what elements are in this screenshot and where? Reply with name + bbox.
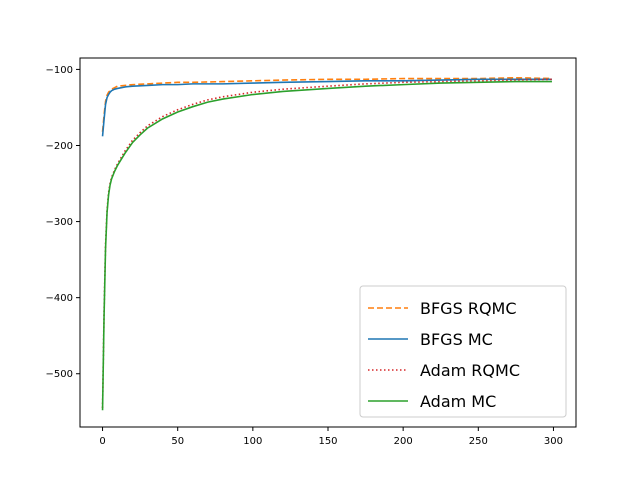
y-tick-label: −500: [46, 369, 73, 380]
legend-box: [359, 285, 567, 418]
series-line-0: [101, 76, 552, 132]
y-tick-label: −300: [46, 217, 73, 228]
series-layer: [101, 76, 552, 411]
y-tick-label: −100: [46, 65, 73, 76]
y-tick-label: −200: [46, 141, 73, 152]
legend-label: Adam MC: [420, 392, 496, 411]
series-line-2: [101, 78, 552, 408]
x-tick-label: 50: [171, 436, 184, 447]
legend-label: BFGS MC: [420, 330, 493, 349]
x-tick-label: 250: [469, 436, 488, 447]
x-tick-label: 0: [99, 436, 105, 447]
x-tick-label: 200: [394, 436, 413, 447]
x-tick-label: 300: [544, 436, 563, 447]
legend-label: BFGS RQMC: [420, 299, 517, 318]
x-axis: 0 50 100 150 200 250 300: [99, 427, 563, 447]
legend: BFGS RQMC BFGS MC Adam RQMC Adam MC: [359, 285, 567, 418]
y-axis: −500 −400 −300 −200 −100: [46, 65, 80, 380]
y-tick-label: −400: [46, 293, 73, 304]
x-tick-label: 100: [243, 436, 262, 447]
series-line-1: [101, 78, 552, 137]
legend-label: Adam RQMC: [420, 361, 520, 380]
x-tick-label: 150: [318, 436, 337, 447]
series-line-3: [101, 80, 552, 411]
